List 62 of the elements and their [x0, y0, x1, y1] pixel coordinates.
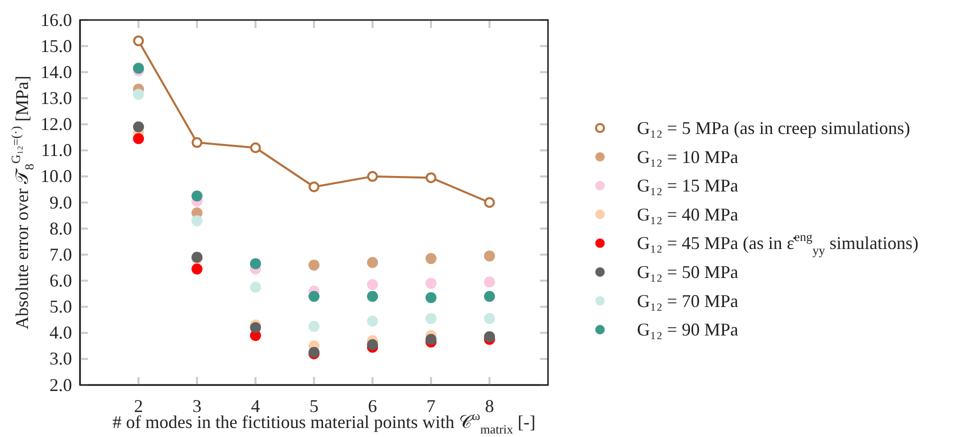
- legend-label: G₁₂ = 50 MPa: [637, 262, 738, 282]
- legend-label: G₁₂ = 90 MPa: [637, 320, 738, 340]
- x-tick-label: 7: [426, 396, 436, 416]
- point: [133, 88, 144, 100]
- point: [367, 256, 378, 268]
- y-tick-label: 2.0: [50, 374, 72, 395]
- point: [133, 133, 144, 144]
- point: [250, 322, 261, 334]
- y-tick-label: 12.0: [40, 114, 72, 134]
- y-tick-label: 16.0: [40, 10, 72, 30]
- y-tick-label: 3.0: [50, 348, 72, 369]
- x-tick-label: 4: [251, 396, 260, 416]
- y-tick-label: 8.0: [50, 218, 72, 238]
- point: [192, 215, 202, 226]
- y-tick-label: 7.0: [50, 244, 72, 264]
- point: [484, 290, 495, 302]
- legend-label: G₁₂ = 45 MPa (as in ε̇$^{eng}$$_{yy}$ simulations): [637, 230, 919, 258]
- x-tick-label: 8: [485, 396, 494, 416]
- x-tick-label: 6: [368, 396, 377, 416]
- point: [426, 292, 436, 304]
- legend-label: G₁₂ = 40 MPa: [637, 204, 738, 224]
- point: [308, 260, 320, 271]
- y-tick-label: 11.0: [41, 140, 72, 160]
- point: [133, 62, 144, 74]
- point: [367, 339, 378, 350]
- point: [484, 250, 495, 262]
- point: [308, 320, 320, 332]
- point: [484, 276, 495, 288]
- point: [484, 313, 495, 324]
- point: [367, 290, 378, 302]
- point: [192, 190, 202, 202]
- y-tick-label: 13.0: [40, 88, 72, 108]
- x-tick-label: 5: [310, 396, 318, 416]
- legend-label: G₁₂ = 70 MPa: [637, 290, 738, 311]
- point: [367, 279, 378, 290]
- point: [426, 253, 436, 264]
- point: [426, 278, 436, 289]
- point: [133, 121, 144, 132]
- point: [308, 181, 320, 192]
- y-tick-label: 15.0: [40, 36, 72, 56]
- y-tick-label: 14.0: [40, 62, 72, 82]
- x-tick-label: 3: [192, 396, 202, 416]
- point: [250, 142, 261, 154]
- y-tick-label: 5.0: [50, 296, 72, 317]
- point: [484, 197, 495, 208]
- point: [426, 313, 436, 324]
- legend-label: G₁₂ = 15 MPa: [637, 176, 738, 196]
- point: [133, 35, 144, 46]
- y-tick-label: 10.0: [40, 166, 72, 186]
- point: [426, 172, 436, 184]
- y-tick-label: 6.0: [50, 270, 72, 290]
- legend-label: G₁₂ = 5 MPa (as in creep simulations): [637, 118, 910, 138]
- y-tick-label: 9.0: [50, 192, 72, 212]
- point: [250, 282, 261, 293]
- point: [308, 290, 320, 302]
- point: [192, 137, 202, 148]
- legend-label: G₁₂ = 10 MPa: [637, 146, 738, 167]
- y-tick-label: 4.0: [50, 322, 72, 343]
- point: [367, 171, 378, 182]
- point: [426, 334, 436, 345]
- point: [367, 316, 378, 327]
- point: [192, 263, 202, 274]
